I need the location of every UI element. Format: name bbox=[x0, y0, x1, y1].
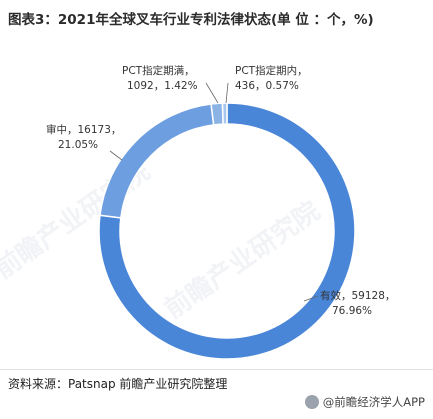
slice-label-4: 436，0.57% bbox=[235, 80, 299, 92]
leader-line-3 bbox=[205, 82, 219, 104]
slice-4 bbox=[221, 102, 228, 125]
slice-3 bbox=[210, 102, 224, 126]
slice-2 bbox=[99, 103, 215, 219]
brand-logo-icon bbox=[304, 395, 319, 409]
brand-credit: @前瞻经济学人APP bbox=[304, 394, 425, 410]
source-note: 资料来源：Patsnap 前瞻产业研究院整理 bbox=[8, 377, 228, 391]
slice-label-4: PCT指定期内， bbox=[235, 64, 308, 77]
divider bbox=[0, 369, 433, 370]
slice-label-1: 76.96% bbox=[332, 305, 372, 317]
slice-label-3: 1092，1.42% bbox=[127, 80, 198, 92]
slice-label-2: 21.05% bbox=[58, 139, 98, 151]
chart-title: 图表3：2021年全球叉车行业专利法律状态(单 位 ：个，%) bbox=[8, 12, 374, 28]
slice-label-2: 审中，16173， bbox=[46, 123, 121, 136]
brand-text: @前瞻经济学人APP bbox=[322, 395, 425, 409]
leader-line-4 bbox=[225, 82, 229, 104]
leader-line-2 bbox=[109, 150, 123, 161]
slice-label-3: PCT指定期满， bbox=[122, 64, 195, 77]
slice-label-1: 有效，59128， bbox=[320, 289, 395, 302]
leader-line-1 bbox=[303, 295, 319, 302]
slice-1 bbox=[98, 102, 356, 360]
